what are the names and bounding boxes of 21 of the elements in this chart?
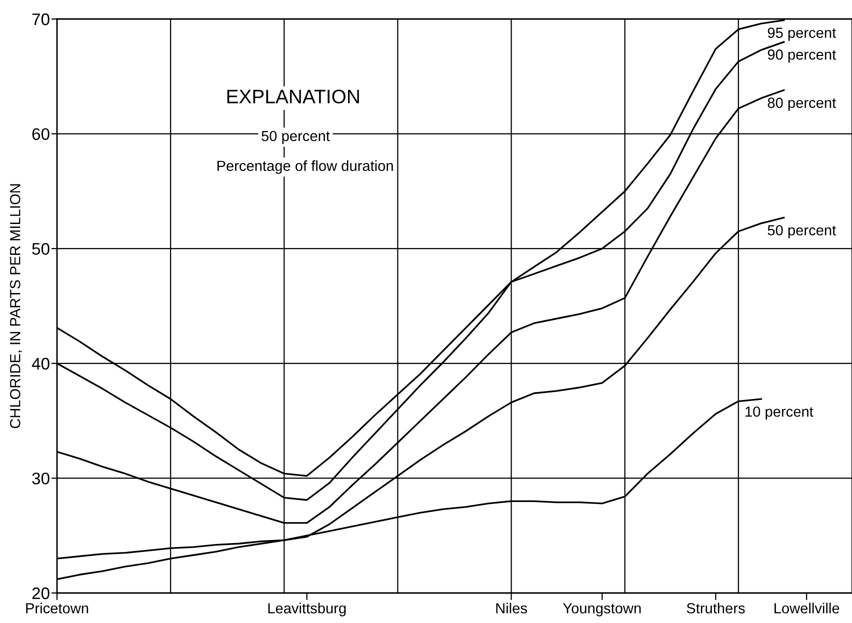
- series-label: 90 percent: [768, 49, 836, 63]
- y-tick-label: 50: [32, 243, 50, 255]
- annotation: Percentage of flow duration: [217, 160, 393, 174]
- y-tick-label: 30: [32, 472, 50, 484]
- series-label: 50 percent: [768, 225, 836, 238]
- annotation: 50 percent: [262, 130, 330, 144]
- y-tick-label: 40: [32, 358, 50, 370]
- x-tick-label: Niles: [496, 602, 527, 614]
- series-label: 10 percent: [746, 406, 814, 420]
- x-tick-label: Lowellville: [774, 602, 840, 614]
- x-tick-label: Leavittsburg: [268, 602, 346, 616]
- y-tick-label: 60: [32, 128, 50, 140]
- y-axis-title: CHLORIDE, IN PARTS PER MILLION: [10, 184, 22, 428]
- series-label: 80 percent: [768, 98, 836, 111]
- y-tick-label: 70: [32, 13, 50, 26]
- series-label: 95 percent: [768, 28, 836, 41]
- x-tick-label: Struthers: [686, 602, 745, 614]
- x-tick-label: Pricetown: [26, 602, 88, 614]
- annotation: EXPLANATION: [227, 90, 359, 104]
- y-tick-label: 20: [32, 587, 50, 600]
- x-tick-label: Youngstown: [563, 603, 641, 616]
